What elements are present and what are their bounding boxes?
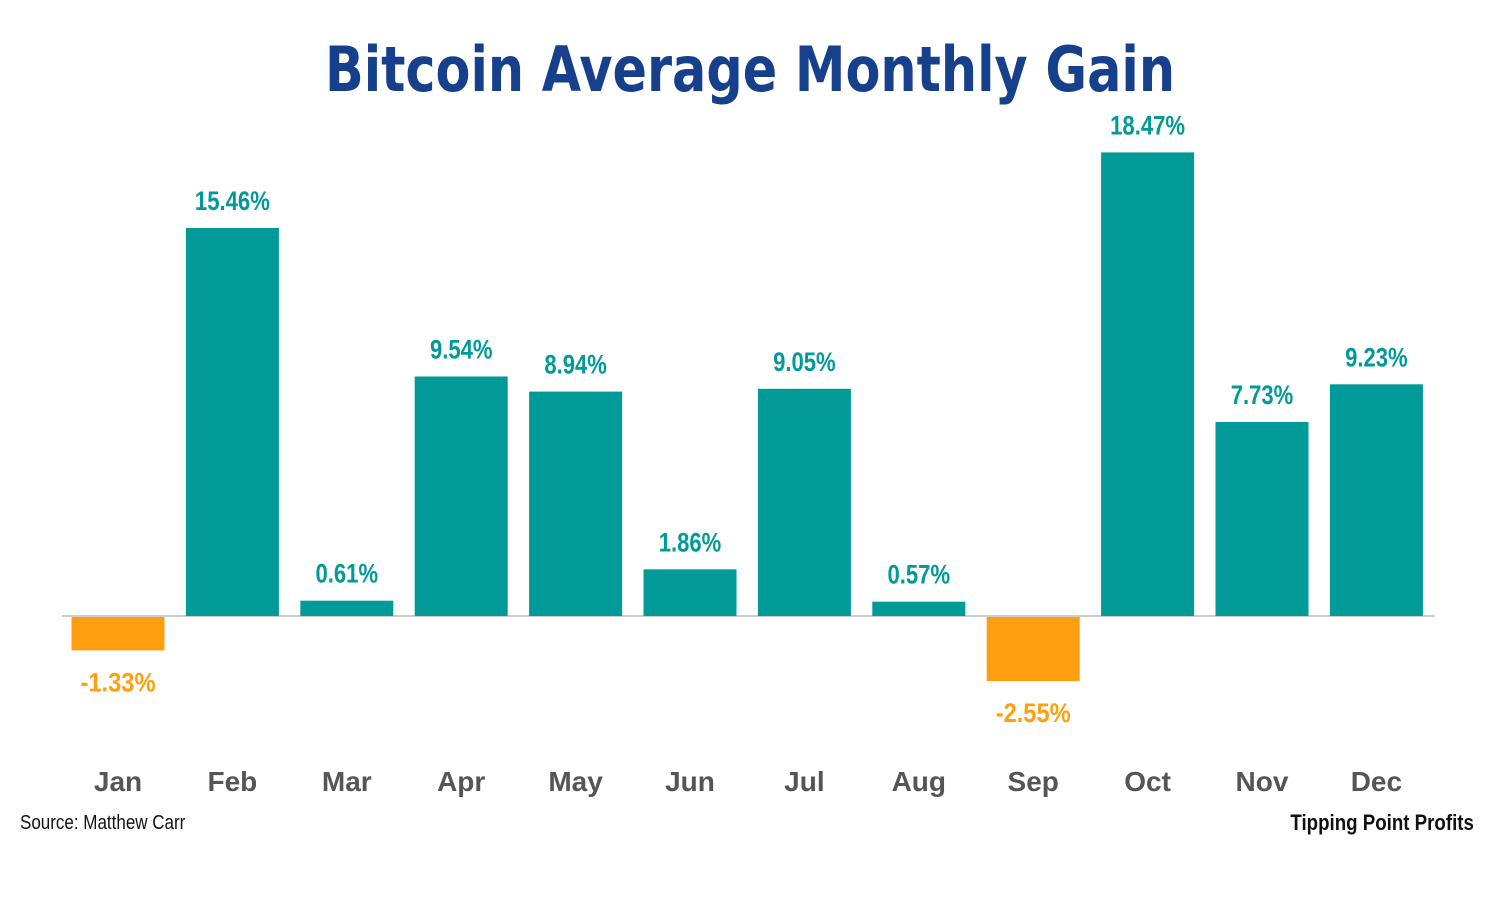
bar-jun	[643, 569, 737, 616]
bar-dec	[1329, 384, 1423, 616]
bar-mar	[300, 600, 394, 616]
data-label-nov: 7.73%	[1231, 380, 1294, 410]
tick-label-oct: Oct	[1124, 766, 1171, 797]
data-label-oct: 18.47%	[1110, 110, 1185, 140]
data-label-jan: -1.33%	[81, 667, 156, 697]
data-label-jul: 9.05%	[773, 347, 836, 377]
data-labels-layer: -1.33% 15.46% 0.61% 9.54% 8.94% 1.86% 9.05% 0.5…	[81, 110, 1408, 728]
tick-label-apr: Apr	[437, 766, 485, 797]
data-label-aug: 0.57%	[888, 560, 951, 590]
bar-sep	[986, 617, 1080, 681]
bar-may	[529, 391, 623, 616]
data-label-mar: 0.61%	[316, 559, 379, 589]
bar-jul	[757, 388, 851, 616]
bar-feb	[185, 228, 279, 616]
bar-oct	[1101, 152, 1195, 616]
month-labels-layer: Jan Feb Mar Apr May Jun Jul Aug Sep Oct Nov Dec	[94, 766, 1402, 797]
bars-layer	[71, 152, 1423, 681]
tick-label-jan: Jan	[94, 766, 142, 797]
chart-title: Bitcoin Average Monthly Gain	[324, 33, 1176, 106]
data-label-apr: 9.54%	[430, 335, 493, 365]
data-label-dec: 9.23%	[1345, 342, 1408, 372]
tick-label-nov: Nov	[1236, 766, 1289, 797]
tick-label-jun: Jun	[665, 766, 715, 797]
tick-label-mar: Mar	[322, 766, 372, 797]
tick-label-aug: Aug	[892, 766, 946, 797]
tick-label-feb: Feb	[208, 766, 258, 797]
tick-label-dec: Dec	[1351, 766, 1402, 797]
data-label-may: 8.94%	[544, 350, 607, 380]
bar-apr	[414, 376, 508, 616]
bar-nov	[1215, 422, 1309, 616]
data-label-jun: 1.86%	[659, 527, 722, 557]
source-note: Source: Matthew Carr	[20, 812, 186, 834]
data-label-feb: 15.46%	[195, 186, 270, 216]
bar-aug	[872, 601, 966, 616]
bar-jan	[71, 617, 165, 651]
tick-label-jul: Jul	[784, 766, 824, 797]
tick-label-may: May	[548, 766, 603, 797]
tick-label-sep: Sep	[1008, 766, 1059, 797]
data-label-sep: -2.55%	[996, 698, 1071, 728]
brand-name: Tipping Point Profits	[1290, 810, 1474, 835]
